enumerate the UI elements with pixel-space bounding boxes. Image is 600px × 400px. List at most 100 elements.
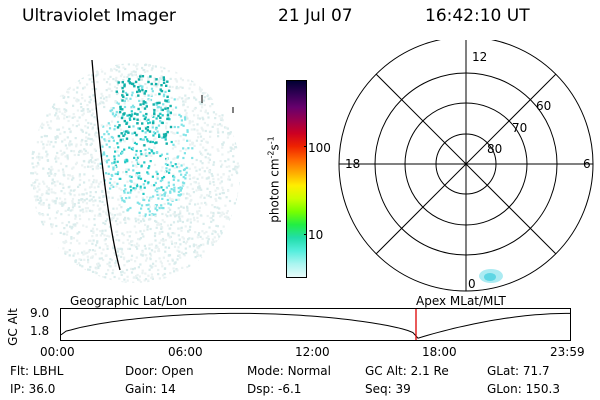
speckle-pixel (119, 221, 122, 224)
speckle-pixel (49, 127, 52, 130)
speckle-pixel (92, 281, 95, 283)
speckle-pixel (50, 224, 53, 228)
speckle-pixel (167, 202, 170, 205)
speckle-pixel (82, 112, 85, 115)
speckle-pixel (117, 198, 120, 201)
speckle-pixel (94, 87, 98, 91)
speckle-pixel (157, 114, 160, 118)
speckle-pixel (78, 149, 82, 153)
speckle-pixel (144, 285, 146, 287)
speckle-pixel (30, 124, 33, 127)
speckle-pixel (80, 258, 83, 261)
speckle-pixel (78, 64, 81, 67)
speckle-pixel (159, 116, 162, 119)
speckle-pixel (208, 270, 211, 273)
speckle-pixel (184, 242, 187, 245)
speckle-pixel (65, 78, 68, 81)
speckle-pixel (54, 184, 57, 187)
speckle-pixel (137, 191, 140, 194)
speckle-pixel (141, 232, 144, 236)
speckle-pixel (88, 268, 91, 271)
speckle-pixel (124, 67, 127, 71)
speckle-pixel (225, 69, 228, 72)
speckle-pixel (174, 106, 178, 109)
speckle-pixel (83, 166, 86, 169)
speckle-pixel (39, 120, 42, 123)
speckle-pixel (107, 172, 110, 175)
speckle-pixel (194, 65, 197, 68)
speckle-pixel (153, 84, 156, 87)
speckle-pixel (154, 207, 157, 210)
speckle-pixel (139, 75, 142, 78)
speckle-pixel (117, 254, 120, 257)
speckle-pixel (153, 146, 156, 149)
speckle-pixel (236, 243, 239, 246)
speckle-pixel (132, 63, 135, 66)
speckle-pixel (123, 283, 125, 285)
speckle-pixel (237, 165, 240, 168)
speckle-pixel (179, 186, 182, 189)
speckle-pixel (35, 129, 38, 132)
speckle-pixel (54, 137, 57, 140)
speckle-pixel (76, 98, 79, 101)
speckle-pixel (193, 128, 196, 131)
speckle-pixel (156, 151, 159, 154)
speckle-pixel (182, 176, 185, 179)
footer-gain: Gain: 14 (125, 382, 176, 396)
speckle-pixel (238, 105, 240, 108)
speckle-pixel (64, 201, 67, 204)
speckle-pixel (102, 276, 105, 279)
speckle-pixel (37, 198, 40, 201)
speckle-pixel (44, 76, 47, 79)
speckle-pixel (152, 138, 156, 141)
speckle-pixel (79, 178, 82, 182)
speckle-pixel (50, 165, 53, 168)
speckle-pixel (153, 234, 157, 238)
speckle-pixel (115, 101, 118, 104)
speckle-pixel (193, 77, 196, 80)
speckle-pixel (94, 134, 97, 137)
speckle-pixel (111, 110, 114, 114)
speckle-pixel (189, 218, 192, 221)
speckle-pixel (115, 76, 118, 79)
mlt-label-6: 6 (583, 157, 591, 171)
speckle-pixel (149, 160, 152, 163)
speckle-pixel (109, 258, 112, 261)
speckle-pixel (150, 197, 153, 200)
speckle-pixel (54, 157, 57, 160)
speckle-pixel (206, 152, 209, 155)
speckle-pixel (147, 274, 150, 277)
speckle-pixel (182, 183, 185, 186)
speckle-pixel (144, 259, 148, 262)
speckle-pixel (75, 71, 78, 74)
speckle-pixel (168, 171, 171, 174)
speckle-pixel (221, 143, 224, 146)
speckle-pixel (204, 72, 207, 75)
speckle-pixel (66, 88, 69, 91)
speckle-pixel (81, 193, 84, 196)
speckle-pixel (113, 155, 116, 158)
speckle-pixel (213, 68, 216, 71)
speckle-pixel (216, 173, 219, 176)
speckle-pixel (75, 272, 79, 275)
speckle-pixel (127, 208, 130, 211)
speckle-pixel (205, 230, 208, 234)
speckle-pixel (140, 253, 143, 256)
speckle-pixel (202, 92, 205, 95)
speckle-pixel (167, 70, 170, 73)
speckle-pixel (144, 131, 147, 134)
speckle-pixel (175, 268, 178, 271)
speckle-pixel (33, 110, 36, 113)
speckle-pixel (90, 154, 93, 157)
speckle-pixel (82, 253, 85, 256)
speckle-pixel (144, 127, 148, 130)
speckle-pixel (177, 87, 180, 90)
polar-auroral-core (484, 273, 496, 281)
speckle-pixel (129, 206, 132, 210)
speckle-pixel (67, 96, 70, 99)
speckle-pixel (76, 109, 79, 112)
speckle-pixel (92, 230, 95, 233)
speckle-pixel (75, 161, 78, 164)
speckle-pixel (37, 93, 40, 96)
speckle-pixel (83, 86, 86, 89)
